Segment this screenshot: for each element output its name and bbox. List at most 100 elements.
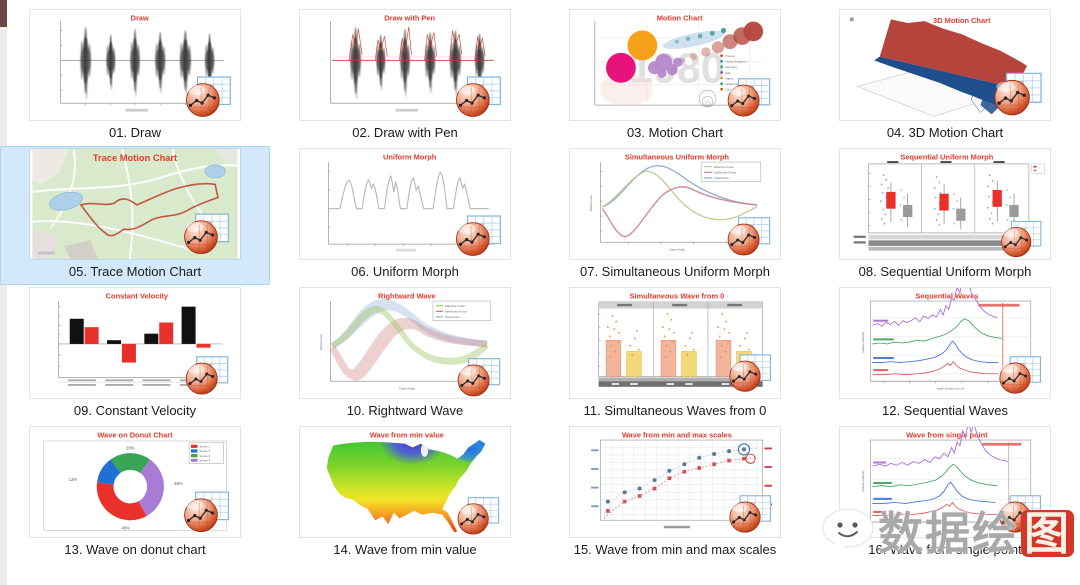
item-caption: 10. Rightward Wave xyxy=(346,403,464,418)
svg-text:Effective Force: Effective Force xyxy=(445,304,465,308)
us-map-heat-chart: Wave from min value xyxy=(326,430,500,535)
thumbnail-constant-velocity[interactable]: Constant Velocity xyxy=(29,287,241,399)
screen-corner-mark xyxy=(0,0,7,27)
thumbnail-wave-from-min-and-max-scales[interactable]: Wave from min and max scales xyxy=(569,426,781,538)
svg-text:Series 2: Series 2 xyxy=(199,449,210,453)
y-axis-label: Pedal Force xyxy=(319,334,323,350)
svg-text:Italy: Italy xyxy=(725,71,731,75)
chart-title: 3D Motion Chart xyxy=(933,16,991,25)
gallery-item-wave-from-min-value[interactable]: Wave from min value 14. Wave from min va… xyxy=(270,424,540,563)
x-axis-label: wave number (cm-1) xyxy=(937,387,964,391)
x-axis-label: Crank Angle xyxy=(399,387,416,391)
thumbnail-motion-chart[interactable]: 1980 Motion Chart xyxy=(569,9,781,121)
thumbnail-sequential-waves[interactable]: Sequential Waves wave number (cm-1) rela… xyxy=(839,287,1051,399)
svg-text:Effective Force: Effective Force xyxy=(714,165,734,169)
force-legend: Effective Force Ineffective Force Total … xyxy=(435,304,467,319)
jitter-bar-panels-chart: Simultaneous Wave from 0 xyxy=(598,291,772,393)
x-axis-label: Crank Angle xyxy=(669,248,686,252)
dual-scale-scatter-chart: Wave from min and max scales xyxy=(591,430,772,533)
gallery-item-rightward-wave[interactable]: Rightward Wave xyxy=(270,285,540,424)
thumbnail-wave-from-single-point[interactable]: Wave from single point relative intensit… xyxy=(839,426,1051,538)
chart-template-gallery: Draw 01. Draw Draw with Pen xyxy=(0,7,1080,563)
gallery-item-simultaneous-uniform-morph[interactable]: Simultaneous Uniform Morph Effective For… xyxy=(540,146,810,285)
bar-chart: Constant Velocity xyxy=(58,291,229,395)
thumbnail-wave-from-min-value[interactable]: Wave from min value xyxy=(299,426,511,538)
svg-text:Japan: Japan xyxy=(725,76,733,80)
origin-project-icon xyxy=(185,76,232,118)
thumbnail-wave-on-donut-chart[interactable]: Wave on Donut Chart 20% 38% 40% 13% Seri… xyxy=(29,426,241,538)
gallery-item-trace-motion-chart[interactable]: Trace Motion Chart 05. Trace Motion Char… xyxy=(0,146,270,285)
chart-title: Wave on Donut Chart xyxy=(97,430,173,439)
thumbnail-uniform-morph[interactable]: Uniform Morph xyxy=(299,148,511,260)
3d-motion-chart: 3D Motion Chart xyxy=(849,16,1042,117)
svg-text:Germany: Germany xyxy=(725,65,738,69)
svg-text:Ineffective Force: Ineffective Force xyxy=(445,310,467,314)
thumbnail-draw-with-pen[interactable]: Draw with Pen xyxy=(299,9,511,121)
item-caption: 11. Simultaneous Waves from 0 xyxy=(583,403,767,418)
gallery-item-motion-chart[interactable]: 1980 Motion Chart xyxy=(540,7,810,146)
gallery-item-constant-velocity[interactable]: Constant Velocity xyxy=(0,285,270,424)
svg-text:Total Force: Total Force xyxy=(445,315,460,319)
thumbnail-draw[interactable]: Draw xyxy=(29,9,241,121)
item-caption: 05. Trace Motion Chart xyxy=(68,264,202,279)
chart-title: Simultaneous Uniform Morph xyxy=(625,152,730,161)
chart-title: Sequential Waves xyxy=(915,291,978,300)
uniform-morph-chart: Uniform Morph xyxy=(328,152,502,257)
svg-text:20%: 20% xyxy=(126,445,135,450)
item-caption: 15. Wave from min and max scales xyxy=(573,542,777,557)
trace-map-chart: Trace Motion Chart xyxy=(32,149,238,259)
thumbnail-sequential-uniform-morph[interactable]: Sequential Uniform Morph xyxy=(839,148,1051,260)
svg-text:United Kingdom: United Kingdom xyxy=(725,60,747,64)
item-caption: 03. Motion Chart xyxy=(626,125,724,140)
chart-title: Wave from min value xyxy=(370,430,444,439)
draw-with-pen-chart: Draw with Pen xyxy=(330,13,502,118)
gallery-item-wave-from-min-and-max-scales[interactable]: Wave from min and max scales xyxy=(540,424,810,563)
svg-text:Series 3: Series 3 xyxy=(199,454,210,458)
gallery-item-wave-on-donut-chart[interactable]: Wave on Donut Chart 20% 38% 40% 13% Seri… xyxy=(0,424,270,563)
svg-text:40%: 40% xyxy=(121,526,130,531)
gallery-item-simultaneous-waves-from-0[interactable]: Simultaneous Wave from 0 xyxy=(540,285,810,424)
gallery-item-draw-with-pen[interactable]: Draw with Pen xyxy=(270,7,540,146)
thumbnail-simultaneous-uniform-morph[interactable]: Simultaneous Uniform Morph Effective For… xyxy=(569,148,781,260)
draw-waveform-chart: Draw xyxy=(60,13,232,118)
svg-text:United States: United States xyxy=(725,82,743,86)
force-legend: Effective Force Ineffective Force Total … xyxy=(703,165,736,180)
item-caption: 09. Constant Velocity xyxy=(73,403,197,418)
chart-title: Uniform Morph xyxy=(383,152,437,161)
y-axis-label: Pedal Force xyxy=(589,195,593,211)
force-curves-chart: Simultaneous Uniform Morph Effective For… xyxy=(589,152,771,256)
spectra-single-point-chart: Wave from single point relative intensit… xyxy=(861,427,1042,533)
thumbnail-rightward-wave[interactable]: Rightward Wave xyxy=(299,287,511,399)
svg-text:Total Force: Total Force xyxy=(714,176,729,180)
thumbnail-trace-motion-chart[interactable]: Trace Motion Chart xyxy=(29,148,241,260)
origin-project-icon xyxy=(455,76,502,118)
origin-project-icon xyxy=(457,357,501,397)
item-caption: 13. Wave on donut chart xyxy=(64,542,206,557)
chart-title: Wave from single point xyxy=(906,430,988,439)
thumbnail-simultaneous-waves-from-0[interactable]: Simultaneous Wave from 0 xyxy=(569,287,781,399)
box-plot-panels-chart: Sequential Uniform Morph xyxy=(853,152,1045,258)
gallery-item-sequential-waves[interactable]: Sequential Waves wave number (cm-1) rela… xyxy=(810,285,1080,424)
chart-title: Draw xyxy=(131,13,149,22)
gallery-item-3d-motion-chart[interactable]: 3D Motion Chart 04. 3D Motion Chart xyxy=(810,7,1080,146)
origin-project-icon xyxy=(457,496,500,535)
svg-text:Series 4: Series 4 xyxy=(199,458,210,462)
wave-band-chart: Rightward Wave xyxy=(319,291,501,397)
chart-title: Wave from min and max scales xyxy=(622,430,732,439)
svg-text:France: France xyxy=(725,54,735,58)
chart-title: Trace Motion Chart xyxy=(93,153,177,163)
donut-chart: Wave on Donut Chart 20% 38% 40% 13% Seri… xyxy=(43,430,230,533)
series-legend: Series 1 Series 2 Series 3 Series 4 xyxy=(190,445,211,462)
item-caption: 02. Draw with Pen xyxy=(352,125,458,140)
gallery-item-uniform-morph[interactable]: Uniform Morph 06. Uniform Morph xyxy=(270,146,540,285)
chart-title: Constant Velocity xyxy=(106,291,169,300)
gallery-item-wave-from-single-point[interactable]: Wave from single point relative intensit… xyxy=(810,424,1080,563)
spectra-chart: Sequential Waves wave number (cm-1) rela… xyxy=(861,288,1042,394)
thumbnail-3d-motion-chart[interactable]: 3D Motion Chart xyxy=(839,9,1051,121)
item-caption: 07. Simultaneous Uniform Morph xyxy=(579,264,771,279)
motion-bubble-chart: 1980 Motion Chart xyxy=(594,13,771,117)
chart-title: Simultaneous Wave from 0 xyxy=(629,291,724,300)
gallery-item-sequential-uniform-morph[interactable]: Sequential Uniform Morph xyxy=(810,146,1080,285)
gallery-item-draw[interactable]: Draw 01. Draw xyxy=(0,7,270,146)
item-caption: 01. Draw xyxy=(108,125,162,140)
